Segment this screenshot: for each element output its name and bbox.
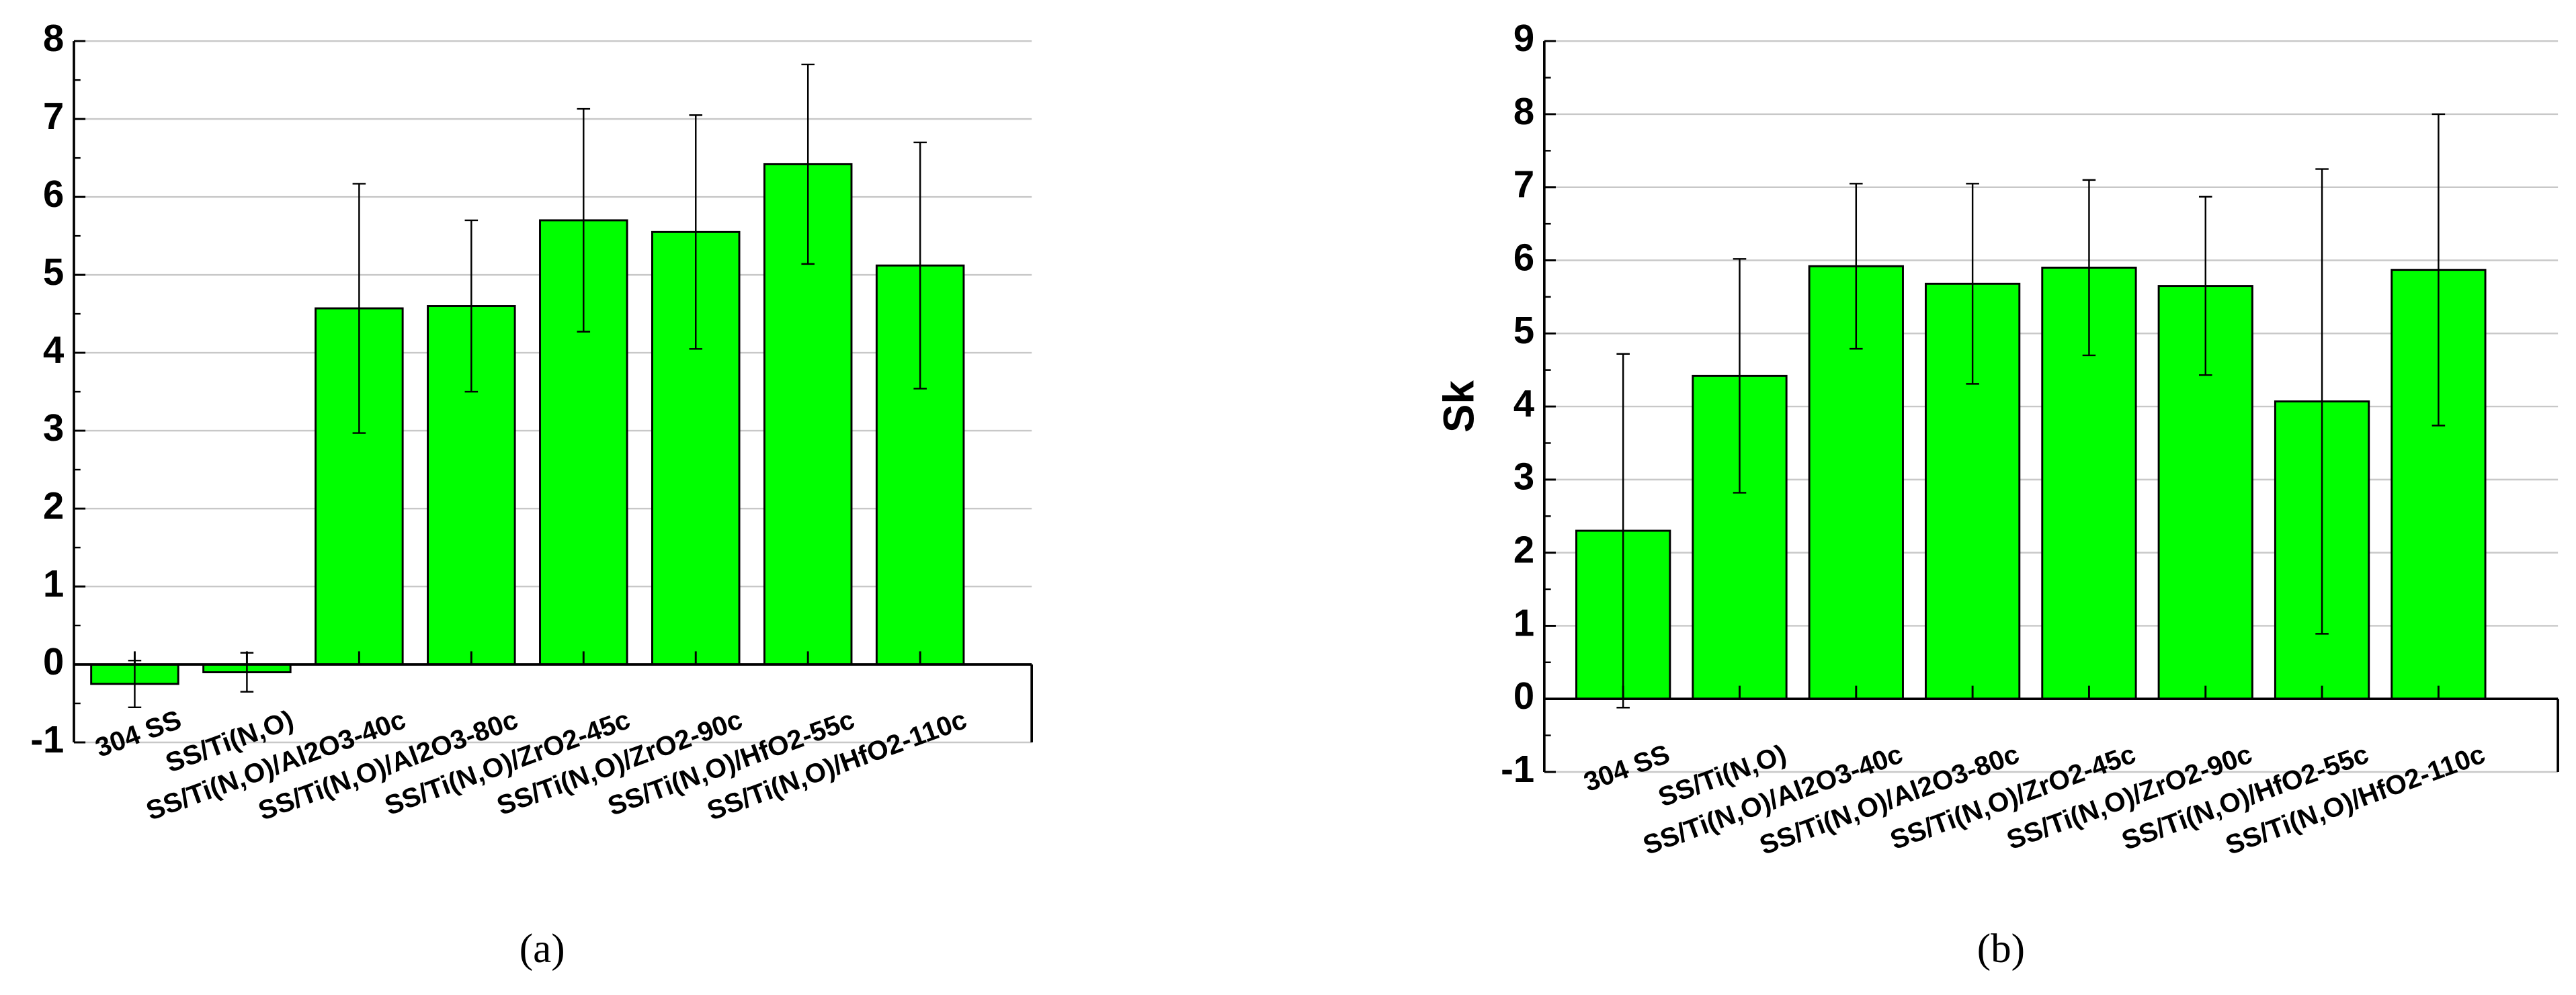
caption: (b) (1977, 926, 2025, 971)
error-bar (1616, 353, 1630, 709)
y-tick-label: 6 (43, 173, 64, 215)
error-bar (577, 107, 591, 333)
caption: (a) (520, 926, 565, 971)
error-bar (464, 219, 479, 393)
y-tick-label: 4 (43, 329, 64, 371)
y-tick-label: 9 (1513, 17, 1534, 59)
y-tick-label: 5 (43, 251, 64, 293)
error-bar (2198, 196, 2212, 376)
y-tick-label: 1 (43, 562, 64, 605)
y-tick-label: -1 (30, 718, 64, 761)
y-tick-label: 7 (43, 95, 64, 137)
error-bar (1733, 258, 1747, 494)
error-bar (352, 183, 366, 434)
y-tick-label: 7 (1513, 163, 1534, 206)
y-tick-label: 5 (1513, 309, 1534, 351)
y-tick-label: 2 (43, 484, 64, 527)
y-tick-label: 4 (1513, 382, 1534, 425)
error-bar (1850, 183, 1863, 350)
y-tick-label: 0 (1513, 675, 1534, 717)
y-tick-label: 1 (1513, 601, 1534, 644)
error-bar (801, 63, 815, 265)
y-tick-label: 2 (1513, 528, 1534, 570)
y-tick-label: 6 (1513, 236, 1534, 278)
error-bar (1966, 183, 1979, 385)
error-bar (2432, 113, 2446, 427)
y-tick-label: -1 (1501, 748, 1534, 790)
y-tick-label: 0 (43, 640, 64, 683)
error-bar (689, 114, 703, 350)
error-bar (2082, 179, 2096, 357)
y-axis-label: Sk (1435, 380, 1483, 433)
y-tick-label: 8 (43, 17, 64, 59)
y-tick-label: 8 (1513, 90, 1534, 132)
y-tick-label: 3 (1513, 456, 1534, 498)
error-bar (913, 141, 927, 390)
y-tick-label: 3 (43, 406, 64, 449)
error-bar (2315, 168, 2329, 635)
